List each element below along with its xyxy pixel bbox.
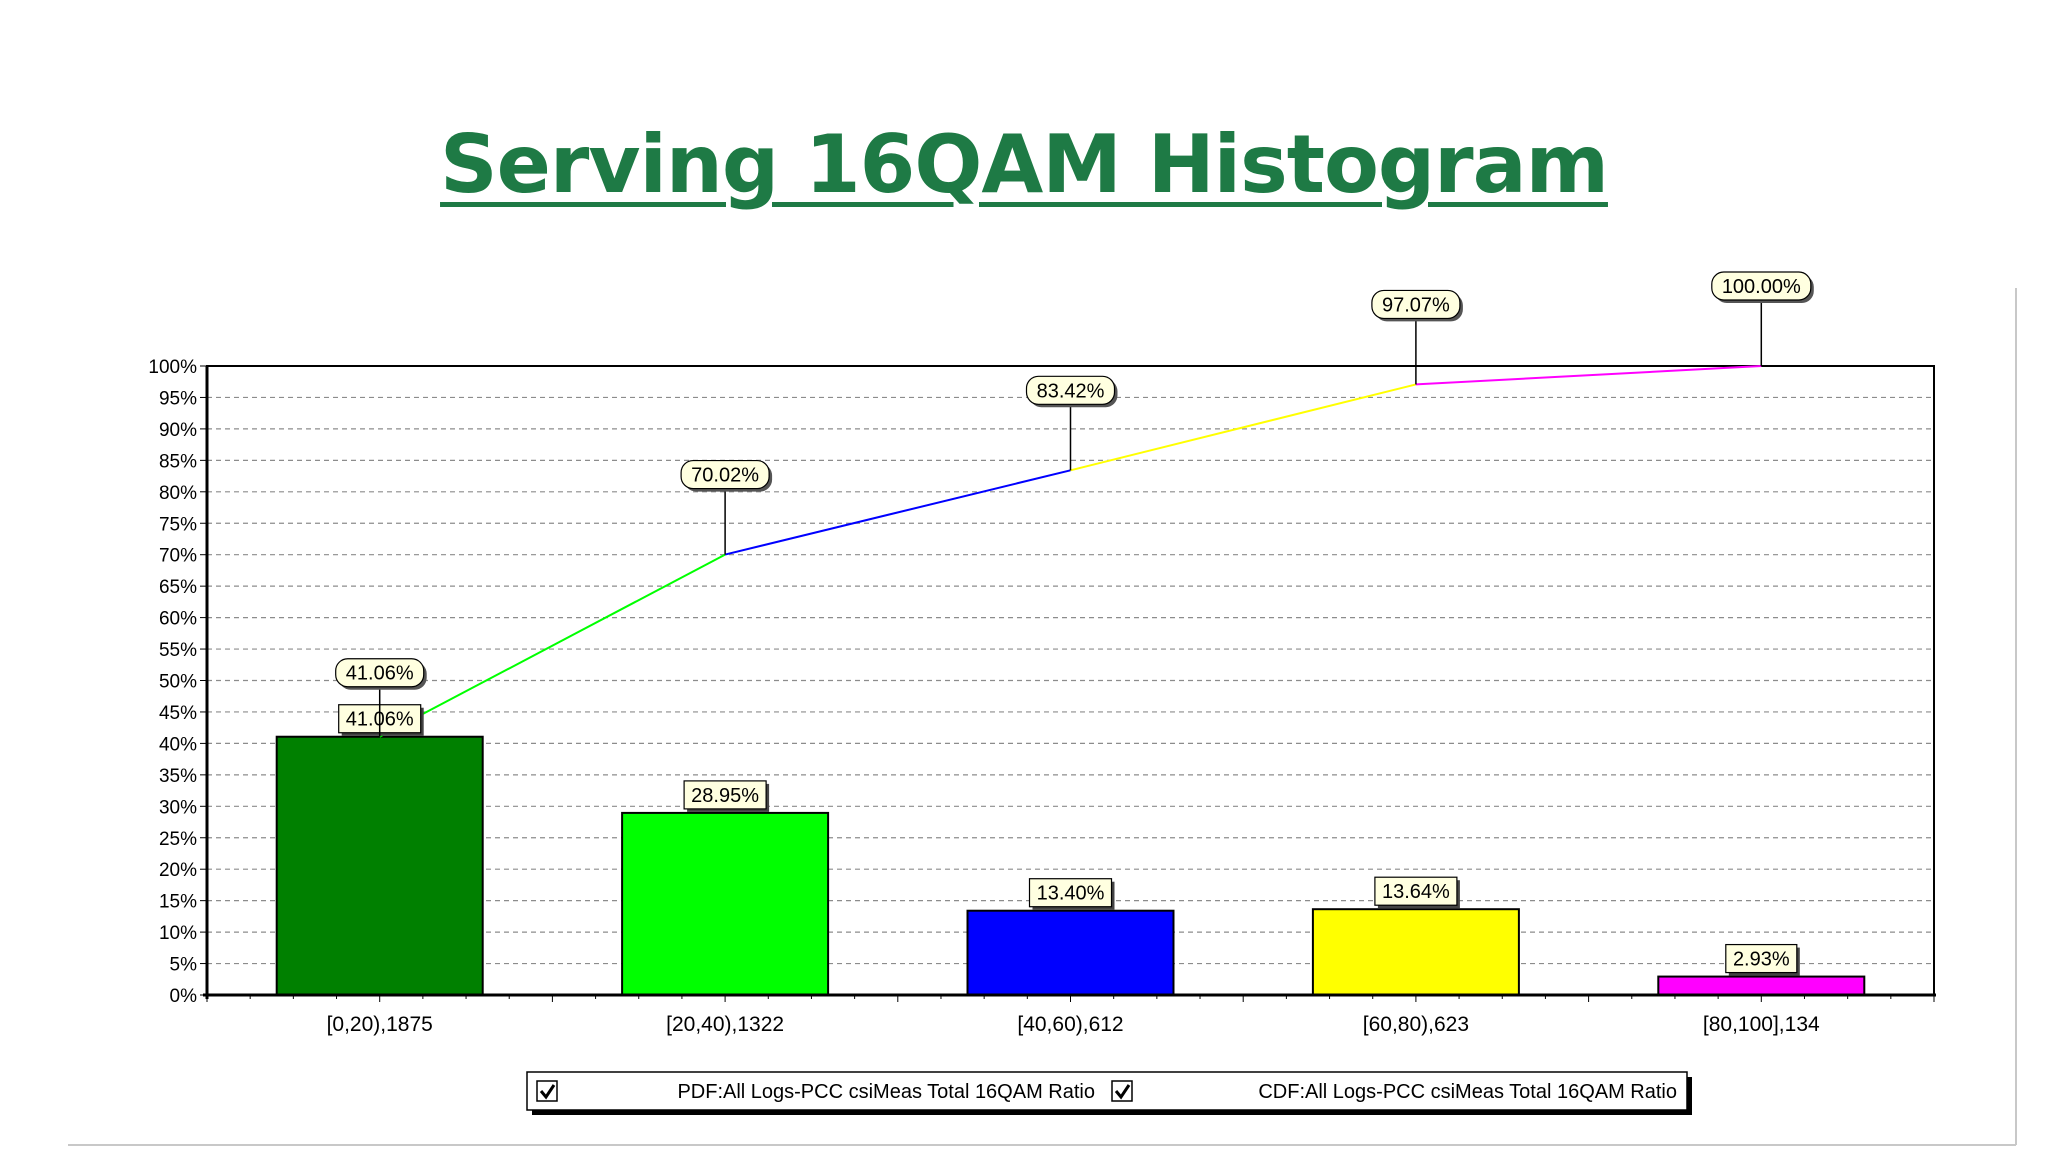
x-category-label: [40,60),612 [1017,1013,1123,1036]
cdf-label-box [1711,271,1812,301]
y-tick-label: 0% [170,986,198,1007]
pdf-label-box [1374,876,1458,906]
legend-item-label: PDF:All Logs-PCC csiMeas Total 16QAM Rat… [677,1081,1095,1103]
legend-item-label: CDF:All Logs-PCC csiMeas Total 16QAM Rat… [1258,1081,1677,1103]
x-axis-categories: [0,20),1875 [20,40),1322 [40,60),612 [60,80… [327,1013,1820,1036]
y-tick-label: 90% [159,420,197,441]
x-category-label: [80,100],134 [1703,1013,1820,1036]
y-tick-label: 70% [159,546,197,567]
y-tick-label: 100% [148,357,197,378]
cdf-data-label: 83.42% [1037,380,1105,402]
cdf-label-box [1025,375,1116,405]
pdf-data-label: 13.64% [1382,881,1450,903]
y-tick-label: 15% [159,892,197,913]
y-tick-label: 60% [159,609,197,630]
legend-box [526,1071,1688,1111]
y-tick-label: 75% [159,514,197,535]
y-tick-label: 10% [159,923,197,944]
pdf-bar [966,909,1175,996]
pdf-bar [621,811,830,996]
x-category-label: [20,40),1322 [666,1013,784,1036]
y-tick-label: 30% [159,797,197,818]
y-tick-label: 95% [159,388,197,409]
y-tick-label: 25% [159,829,197,850]
y-tick-label: 20% [159,860,197,881]
legend: PDF:All Logs-PCC csiMeas Total 16QAM Rat… [526,1071,1692,1115]
cdf-data-label: 100.00% [1722,276,1801,298]
cdf-data-label: 97.07% [1382,294,1450,316]
y-tick-label: 80% [159,483,197,504]
y-tick-label: 40% [159,734,197,755]
x-category-label: [60,80),623 [1363,1013,1469,1036]
cdf-label-box [680,459,770,490]
pdf-bars [275,735,1866,997]
pdf-data-label: 13.40% [1037,883,1105,905]
cdf-label-box [335,658,425,688]
slide-title: Serving 16QAM Histogram [440,118,1609,211]
cdf-data-label: 70.02% [691,465,759,487]
cdf-line-segment [724,469,1071,556]
y-tick-label: 85% [159,451,197,472]
data-labels: 41.06%28.95%13.40% 13.64%2.93%41.06%70.02… [335,271,1814,976]
y-tick-label: 35% [159,766,197,787]
x-category-label: [0,20),1875 [327,1013,433,1036]
pdf-bar [1657,975,1866,997]
y-axis-ticks: 0% 5% 10% 15% 20% 25% 30% 35% 40% 45% 50% 55% 60% 65%… [148,357,207,1007]
y-tick-label: 65% [159,577,197,598]
plot-frame [203,365,1936,1002]
cdf-line-segment [379,553,726,738]
y-tick-label: 50% [159,672,197,693]
cdf-line-segment [1415,365,1762,386]
pdf-bar [275,735,484,996]
cdf-line [379,365,1762,738]
pdf-label-box [1725,943,1798,974]
check-icon [539,1084,556,1100]
y-tick-label: 5% [170,955,198,976]
cdf-data-label: 41.06% [346,663,414,685]
pdf-label-box [683,780,767,810]
y-tick-label: 55% [159,640,197,661]
pdf-data-label: 28.95% [691,785,759,807]
check-icon [1114,1084,1131,1100]
pdf-data-label: 2.93% [1733,949,1790,971]
pdf-bar [1311,908,1520,997]
y-tick-label: 45% [159,703,197,724]
cdf-line-segment [1070,383,1417,472]
pdf-label-box [1028,878,1113,908]
cdf-label-box [1371,289,1461,320]
